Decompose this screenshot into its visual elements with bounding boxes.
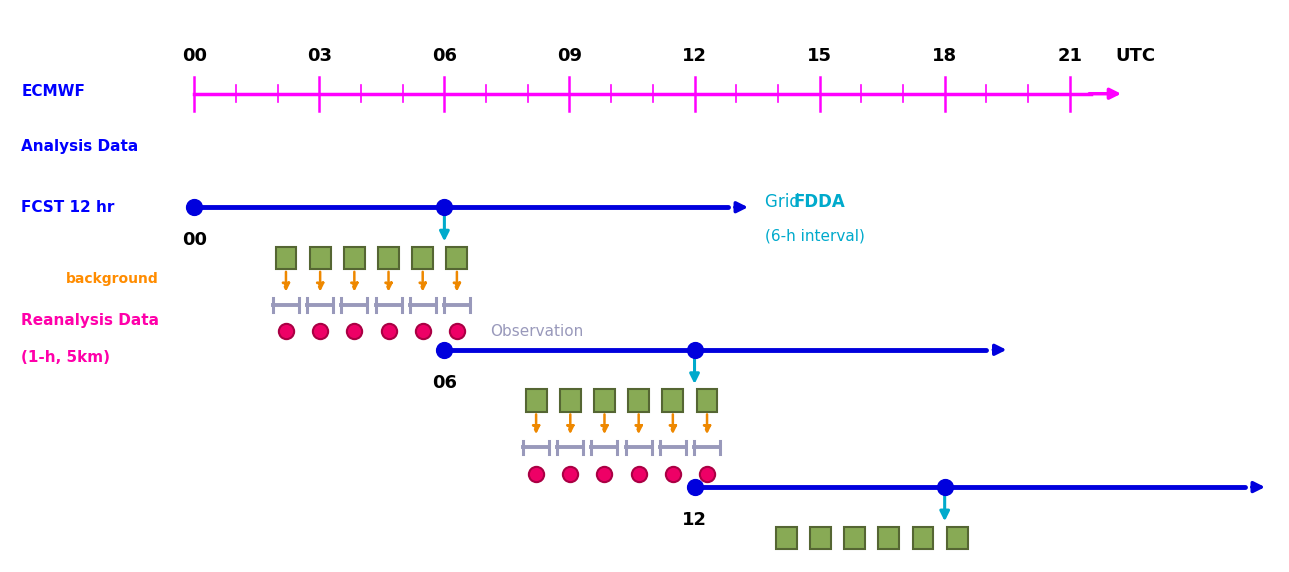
Point bbox=[184, 202, 205, 212]
Text: (1-h, 5km): (1-h, 5km) bbox=[21, 350, 111, 365]
Bar bbox=[844, 527, 865, 549]
Bar bbox=[446, 247, 468, 269]
Point bbox=[434, 345, 455, 355]
Bar bbox=[276, 247, 296, 269]
Text: 15: 15 bbox=[807, 47, 833, 65]
Bar bbox=[412, 247, 433, 269]
Text: Reanalysis Data: Reanalysis Data bbox=[21, 313, 160, 328]
Text: 18: 18 bbox=[932, 47, 958, 65]
Text: ECMWF: ECMWF bbox=[21, 84, 85, 99]
Bar bbox=[526, 390, 547, 412]
Text: Observation: Observation bbox=[490, 324, 584, 339]
Text: 06: 06 bbox=[432, 374, 456, 392]
Text: Analysis Data: Analysis Data bbox=[21, 138, 138, 154]
Point bbox=[935, 483, 955, 492]
Point bbox=[684, 345, 705, 355]
Text: 06: 06 bbox=[432, 47, 456, 65]
Text: UTC: UTC bbox=[1115, 47, 1156, 65]
Bar bbox=[913, 527, 933, 549]
Text: 12: 12 bbox=[682, 511, 708, 529]
Bar bbox=[663, 390, 683, 412]
Bar bbox=[594, 390, 615, 412]
Bar bbox=[309, 247, 330, 269]
Text: FCST 12 hr: FCST 12 hr bbox=[21, 200, 115, 214]
Text: 12: 12 bbox=[682, 47, 708, 65]
Text: 09: 09 bbox=[557, 47, 581, 65]
Bar bbox=[559, 390, 581, 412]
Text: 00: 00 bbox=[182, 47, 206, 65]
Bar bbox=[809, 527, 831, 549]
Text: 03: 03 bbox=[307, 47, 331, 65]
Bar bbox=[696, 390, 718, 412]
Bar bbox=[344, 247, 365, 269]
Text: FDDA: FDDA bbox=[794, 193, 846, 211]
Text: background: background bbox=[66, 272, 159, 285]
Text: Grid: Grid bbox=[766, 193, 806, 211]
Point bbox=[684, 483, 705, 492]
Text: 00: 00 bbox=[182, 231, 206, 249]
Text: 21: 21 bbox=[1057, 47, 1083, 65]
Bar bbox=[776, 527, 797, 549]
Bar bbox=[946, 527, 968, 549]
Bar bbox=[628, 390, 650, 412]
Bar bbox=[378, 247, 398, 269]
Bar bbox=[878, 527, 900, 549]
Point bbox=[434, 202, 455, 212]
Text: (6-h interval): (6-h interval) bbox=[766, 229, 865, 244]
